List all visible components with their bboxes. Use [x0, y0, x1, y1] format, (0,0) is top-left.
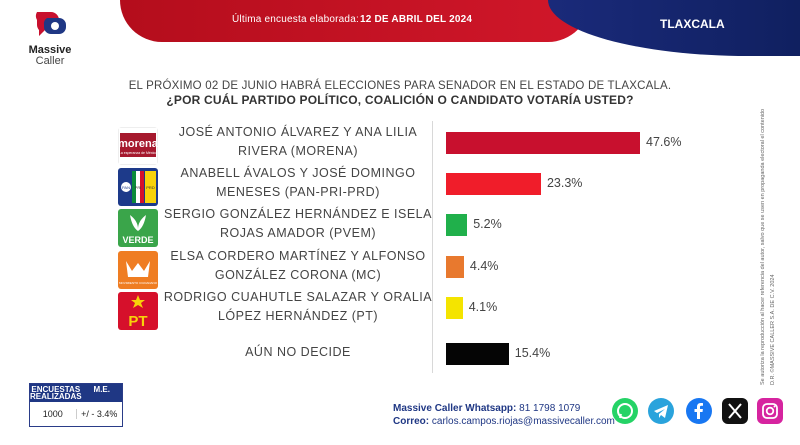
category-label: SERGIO GONZÁLEZ HERNÁNDEZ E ISELA ROJAS A… — [160, 205, 436, 243]
logo-mark-icon — [35, 12, 66, 36]
svg-text:MOVIMIENTO CIUDADANO: MOVIMIENTO CIUDADANO — [119, 281, 158, 285]
svg-text:PRI: PRI — [135, 185, 142, 190]
category-label-line: AÚN NO DECIDE — [245, 345, 351, 359]
header-left — [0, 0, 130, 62]
svg-text:PAN: PAN — [122, 185, 130, 190]
value-label: 47.6% — [646, 135, 682, 149]
value-label: 5.2% — [473, 217, 502, 231]
category-label-line: JOSÉ ANTONIO ÁLVAREZ Y ANA LILIA — [178, 125, 418, 139]
brand-name: Massive — [28, 44, 72, 56]
value-label: 23.3% — [546, 176, 583, 190]
category-label-line: RODRIGO CUAHUTLE SALAZAR Y ORALIA — [163, 290, 433, 304]
value-label: 4.1% — [468, 300, 498, 314]
telegram-icon[interactable] — [648, 398, 674, 424]
email-label: Correo: — [393, 416, 430, 427]
reproduction-note: Se autoriza la reproducción al hacer ref… — [760, 108, 766, 385]
table-value-error: +/ - 3.4% — [81, 409, 118, 419]
category-label: ANABELL ÁVALOS Y JOSÉ DOMINGO MENESES (PA… — [160, 164, 436, 202]
bar — [446, 173, 541, 195]
svg-text:La esperanza de México: La esperanza de México — [119, 151, 157, 155]
category-label-line: MENESES (PAN-PRI-PRD) — [216, 185, 380, 199]
verde-logo-icon: VERDE — [118, 209, 158, 247]
category-label-line: ELSA CORDERO MARTÍNEZ Y ALFONSO — [170, 249, 426, 263]
svg-text:PT: PT — [128, 313, 147, 330]
table-header-error: M.E. — [93, 385, 110, 394]
x-icon[interactable] — [722, 398, 748, 424]
brand-sub: Caller — [35, 55, 65, 67]
question-title: ¿POR CUÁL PARTIDO POLÍTICO, COALICIÓN O … — [166, 93, 634, 107]
whatsapp-label: Massive Caller Whatsapp: — [393, 403, 517, 414]
category-label-line: SERGIO GONZÁLEZ HERNÁNDEZ E ISELA — [164, 207, 432, 221]
pt-logo-icon: PT — [118, 292, 158, 330]
mc-logo-icon: MOVIMIENTO CIUDADANO — [118, 251, 158, 289]
chart-axis-line — [432, 121, 433, 373]
bar — [446, 132, 640, 154]
copyright-note: D.R. ©MASSIVE CALLER S.A. DE C.V. 2024 — [770, 274, 776, 385]
email-address[interactable]: carlos.campos.riojas@massivecaller.com — [431, 416, 615, 427]
header-red-band — [120, 0, 590, 42]
pan-pri-prd-logo-icon: PAN PRI PRD — [118, 168, 158, 206]
category-label-line: ANABELL ÁVALOS Y JOSÉ DOMINGO — [180, 166, 416, 180]
svg-text:morena: morena — [118, 138, 158, 150]
question-intro: EL PRÓXIMO 02 DE JUNIO HABRÁ ELECCIONES … — [128, 80, 672, 92]
svg-text:PRD: PRD — [146, 185, 155, 190]
bar — [446, 256, 464, 278]
massive-caller-logo: Massive Caller — [22, 8, 78, 67]
table-value-surveys: 1000 — [30, 409, 77, 419]
whatsapp-icon[interactable] — [612, 398, 638, 424]
value-label: 4.4% — [469, 259, 499, 273]
bar — [446, 214, 468, 236]
svg-text:VERDE: VERDE — [122, 235, 153, 245]
category-label-line: RIVERA (MORENA) — [237, 144, 358, 158]
last-survey-label: Última encuesta elaborada: — [232, 14, 359, 25]
bar — [446, 297, 463, 319]
category-label-line: ROJAS AMADOR (PVEM) — [219, 226, 377, 240]
category-label-line: GONZÁLEZ CORONA (MC) — [214, 268, 382, 282]
value-label: 15.4% — [514, 346, 551, 360]
table-header-surveys: ENCUESTAS REALIZADAS — [30, 385, 82, 401]
contact-block: Massive Caller Whatsapp: 81 1798 1079 Co… — [393, 402, 615, 428]
category-label: ELSA CORDERO MARTÍNEZ Y ALFONSO GONZÁLEZ … — [160, 247, 436, 285]
survey-stats-table: ENCUESTAS REALIZADAS M.E. 1000 +/ - 3.4% — [29, 383, 123, 427]
morena-logo-icon: morena La esperanza de México — [118, 127, 158, 165]
category-label-line: LÓPEZ HERNÁNDEZ (PT) — [217, 309, 378, 323]
facebook-icon[interactable] — [686, 398, 712, 424]
category-label: AÚN NO DECIDE — [160, 343, 436, 362]
state-name: TLAXCALA — [660, 17, 725, 31]
category-label: RODRIGO CUAHUTLE SALAZAR Y ORALIA LÓPEZ H… — [160, 288, 436, 326]
survey-date: 12 DE ABRIL DEL 2024 — [360, 14, 473, 25]
whatsapp-number[interactable]: 81 1798 1079 — [519, 403, 581, 414]
category-label: JOSÉ ANTONIO ÁLVAREZ Y ANA LILIA RIVERA (… — [160, 123, 436, 161]
bar — [446, 343, 509, 365]
instagram-icon[interactable] — [757, 398, 783, 424]
